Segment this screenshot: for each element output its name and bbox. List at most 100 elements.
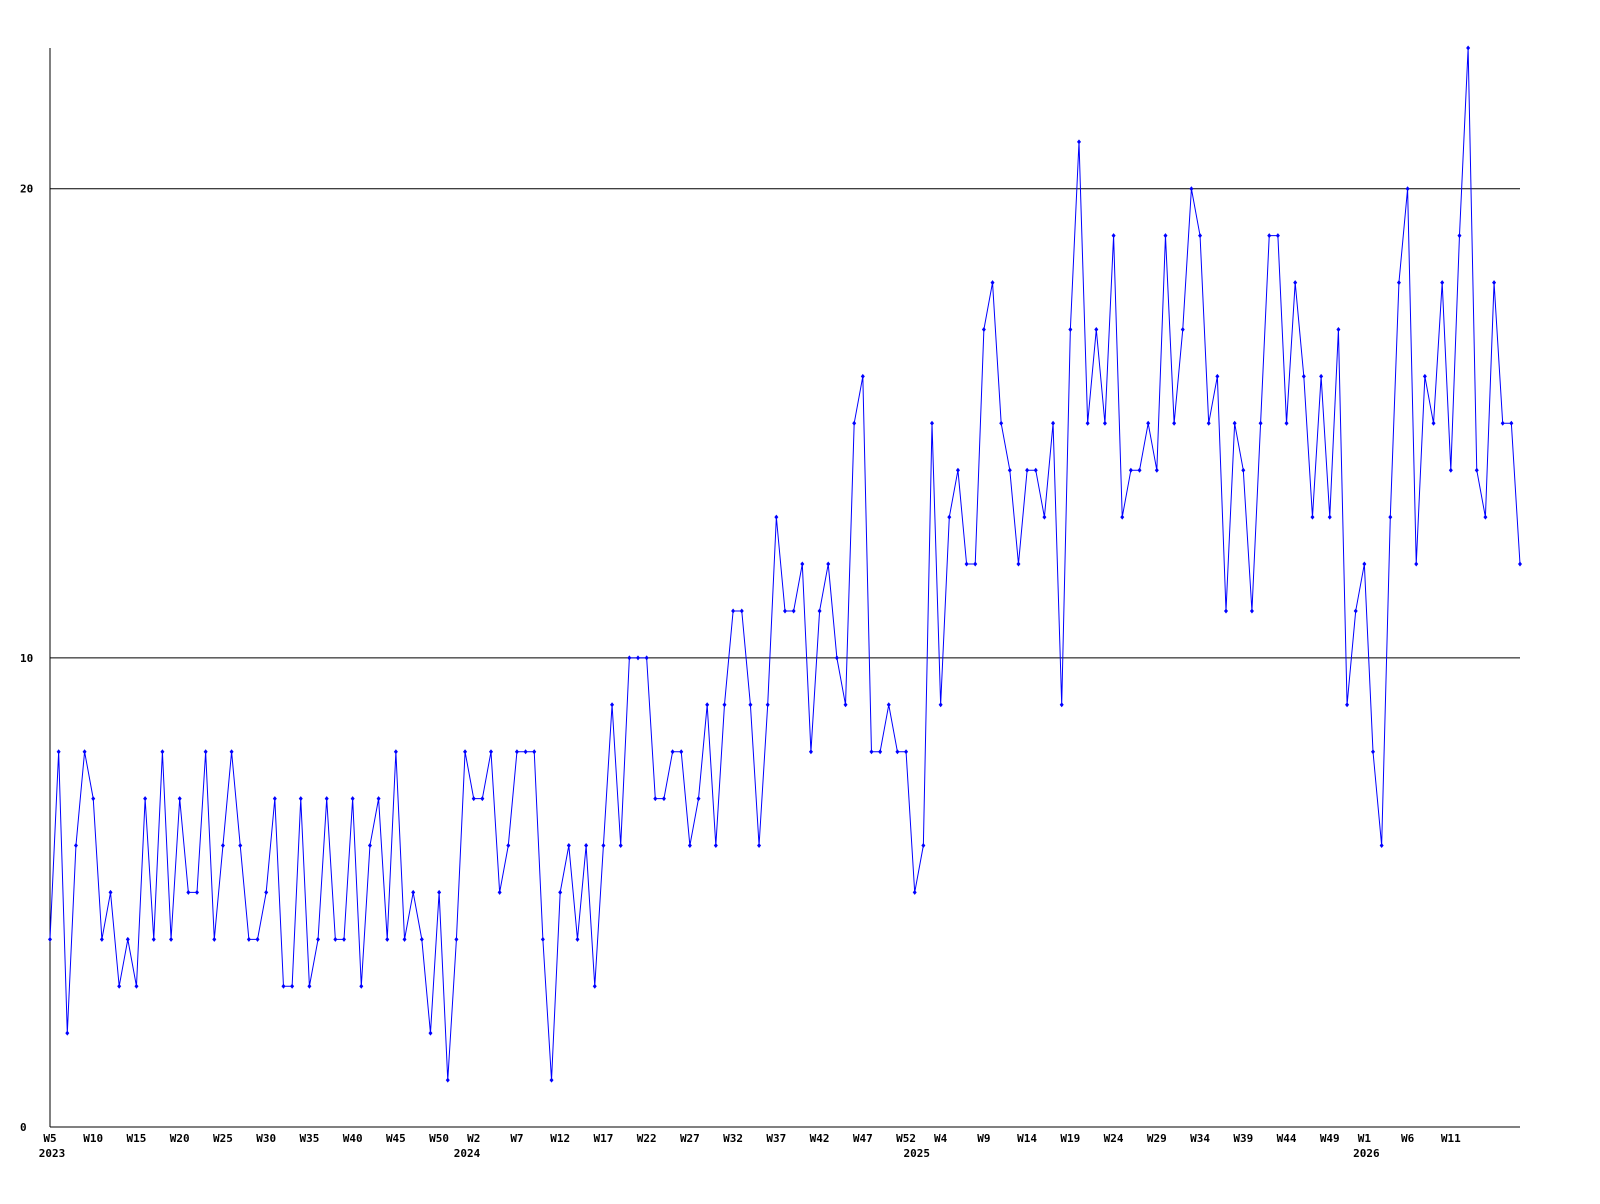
x-tick-label: W12 [550,1132,570,1145]
x-year-label: 2024 [454,1147,481,1160]
x-tick-label: W20 [170,1132,190,1145]
x-year-label: 2023 [39,1147,66,1160]
data-point [169,936,174,942]
data-point [687,843,692,849]
data-point [1414,561,1419,567]
data-point [1102,420,1107,426]
x-tick-label: W52 [896,1132,916,1145]
data-point [930,420,934,426]
data-point [1336,326,1341,332]
data-point [489,749,493,755]
data-point [1500,420,1505,426]
x-tick-label: W37 [766,1132,786,1145]
data-point [860,373,865,379]
data-point [636,655,640,661]
data-point [1293,280,1298,286]
data-point [143,796,148,802]
data-point [1232,420,1237,426]
data-point [342,936,346,942]
x-year-label: 2025 [903,1147,930,1160]
data-point [203,749,208,755]
data-point [1405,186,1410,192]
data-point [411,889,416,895]
data-point [947,514,952,520]
data-point [1258,420,1263,426]
data-point [1137,467,1142,473]
data-point [1466,45,1471,51]
data-point [1154,467,1159,473]
x-tick-label: W2 [467,1132,480,1145]
x-tick-label: W49 [1320,1132,1340,1145]
data-point [705,702,710,708]
x-tick-label: W7 [510,1132,523,1145]
x-tick-label: W39 [1233,1132,1253,1145]
data-point [627,655,632,661]
data-point [1448,467,1453,473]
data-point [402,936,407,942]
x-year-label: 2026 [1353,1147,1380,1160]
data-point [1180,326,1185,332]
data-point [229,749,234,755]
data-point [134,983,139,989]
data-point [1483,514,1488,520]
data-point [316,936,321,942]
data-point [376,796,381,802]
data-point [973,561,978,567]
x-tick-label: W5 [43,1132,56,1145]
x-tick-label: W9 [977,1132,990,1145]
x-tick-label: W19 [1060,1132,1080,1145]
x-tick-label: W4 [934,1132,948,1145]
data-point [454,936,459,942]
data-point [125,936,130,942]
data-point [290,983,295,989]
data-point [238,843,243,849]
data-point [1007,467,1012,473]
data-point [532,749,537,755]
data-point [1353,608,1358,614]
data-point [56,749,61,755]
y-tick-label: 10 [20,652,33,665]
x-tick-label: W10 [83,1132,103,1145]
data-point [653,796,658,802]
data-line [49,47,1521,1081]
data-point [895,749,900,755]
data-point [523,749,528,755]
data-point [437,889,442,895]
data-point [255,936,260,942]
data-point [1457,233,1462,239]
data-point [696,796,701,802]
data-point [177,796,182,802]
data-point [1198,233,1203,239]
x-tick-label: W40 [343,1132,363,1145]
data-point [298,796,303,802]
x-tick-label: W44 [1277,1132,1297,1145]
data-point [912,889,917,895]
data-point [1206,420,1211,426]
data-point [618,843,623,849]
data-point [670,749,675,755]
x-tick-label: W25 [213,1132,233,1145]
data-point [1301,373,1306,379]
data-point [566,843,571,849]
data-point [921,843,926,849]
data-point [1120,514,1125,520]
data-point [1033,467,1038,473]
data-point [1146,420,1151,426]
data-point [1362,561,1367,567]
data-point [385,936,390,942]
data-point [445,1077,450,1083]
data-point [1016,561,1021,567]
data-point [281,983,286,989]
x-tick-label: W6 [1401,1132,1415,1145]
data-point [359,983,364,989]
data-point [852,420,857,426]
data-point [1319,373,1324,379]
y-tick-label: 20 [20,183,33,196]
data-point [151,936,156,942]
data-point [1518,561,1522,567]
x-tick-label: W27 [680,1132,700,1145]
data-point [955,467,960,473]
data-point [808,749,813,755]
